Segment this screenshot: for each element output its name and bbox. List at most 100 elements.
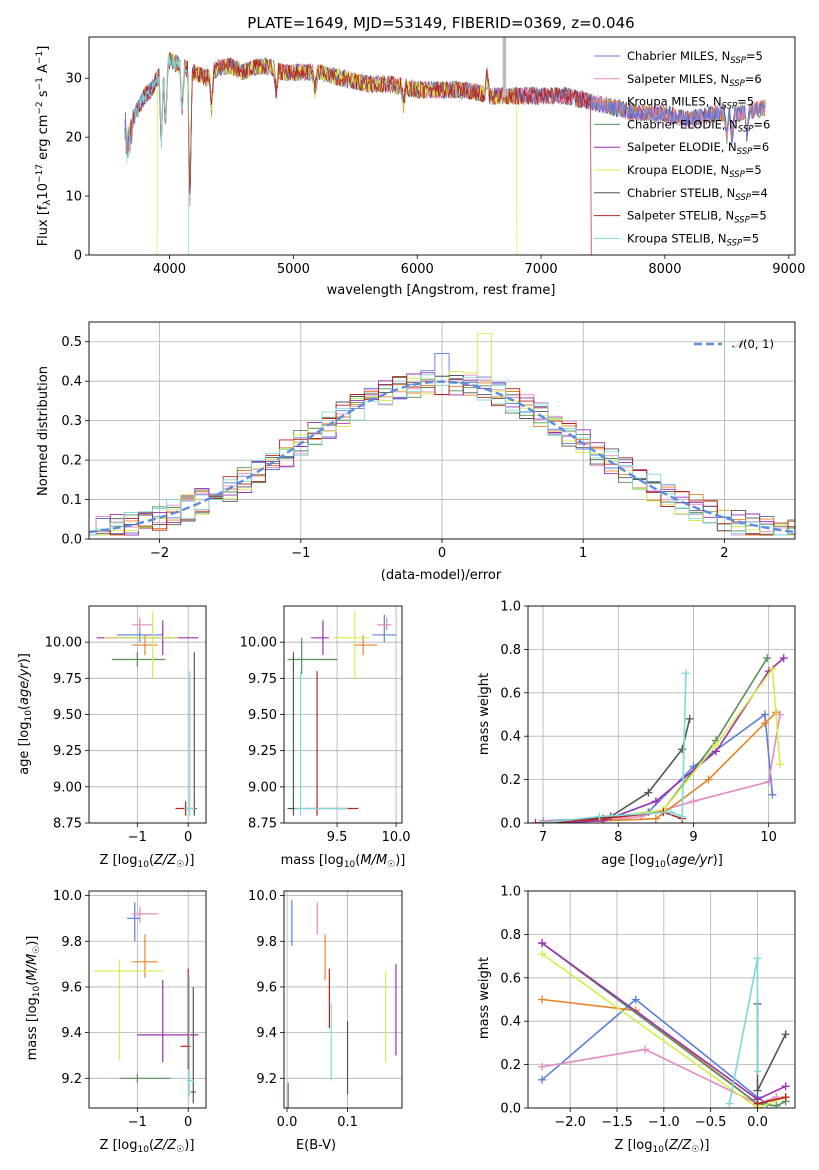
x-tick-label: 8000: [648, 262, 681, 277]
y-tick-label: 9.8: [61, 935, 82, 950]
axes-frame: [88, 890, 207, 1109]
errorbars: [96, 611, 199, 816]
y-tick-label: 8.75: [248, 817, 277, 832]
y-tick-label: 0.0: [500, 1102, 521, 1117]
weight-lines: [531, 654, 788, 823]
weight-line-salpeter-miles: [541, 1048, 777, 1105]
y-tick-label: 9.75: [53, 672, 82, 687]
weight-marker: [712, 740, 721, 749]
y-tick-label: 0.6: [500, 686, 521, 701]
weight-marker: [685, 714, 694, 723]
y-tick-label: 10.00: [45, 636, 82, 651]
y-tick-label: 9.00: [53, 780, 82, 795]
weight-marker: [781, 1082, 790, 1091]
weight-marker: [760, 719, 769, 728]
y-tick-label: 10.0: [248, 889, 277, 904]
y-tick-label: 8.75: [53, 817, 82, 832]
mE-xlabel: E(B-V): [296, 1138, 336, 1153]
x-tick-label: 2: [720, 546, 728, 561]
weight-line-kroupa-stelib: [542, 673, 687, 823]
x-tick-label: 10: [760, 830, 777, 845]
weight-marker: [631, 995, 640, 1004]
weight-line-salpeter-stelib: [542, 811, 683, 823]
figure-title: PLATE=1649, MJD=53149, FIBERID=0369, z=0…: [247, 14, 634, 32]
legend-label: Kroupa ELODIE, NSSP=5: [627, 163, 762, 180]
legend-label: Salpeter MILES, NSSP=6: [627, 72, 762, 89]
weight-marker: [768, 664, 777, 673]
y-tick-label: 9.4: [61, 1026, 82, 1041]
weight-line-salpeter-miles: [543, 714, 781, 822]
weight-marker: [753, 1099, 762, 1108]
y-tick-label: 10.0: [53, 889, 82, 904]
y-tick-label: 0.8: [500, 643, 521, 658]
x-tick-label: 6000: [401, 262, 434, 277]
weight-marker: [651, 814, 660, 823]
y-tick-label: 10.00: [240, 636, 277, 651]
weight-marker: [644, 788, 653, 797]
weight-marker: [531, 819, 540, 823]
age-vs-mass-panel: 9.5 10.0 8.75 9.00 9.25 9.50 9.75 10.00: [240, 605, 411, 845]
y-tick-label: 0.8: [500, 928, 521, 943]
ageM-xlabel: mass [log10(M/M☉)]: [281, 853, 406, 870]
y-tick-label: 0.2: [61, 454, 82, 469]
weight-marker: [539, 819, 548, 823]
weight-marker: [753, 954, 762, 963]
weight-line-chabrier-miles: [541, 998, 768, 1105]
y-tick-label: 9.50: [53, 708, 82, 723]
weight-line-kroupa-elodie: [541, 953, 786, 1108]
errorbars: [94, 902, 199, 1104]
weight-marker: [678, 745, 687, 754]
x-tick-label: 0.1: [337, 1115, 358, 1130]
x-tick-label: 7000: [525, 262, 558, 277]
y-tick-label: 9.6: [61, 980, 82, 995]
x-tick-label: 0: [184, 830, 192, 845]
ageZ-ylabel: age [log10(age/yr)]: [17, 653, 34, 775]
hist-salpeter-stelib: [89, 376, 795, 536]
weight-marker: [595, 812, 604, 821]
weight-marker: [666, 808, 675, 817]
axes-frame: [527, 890, 796, 1109]
y-tick-label: 9.25: [248, 744, 277, 759]
y-tick-label: 20: [65, 131, 82, 146]
legend-label: Chabrier ELODIE, NSSP=6: [627, 117, 770, 134]
x-tick-label: 0: [184, 1115, 192, 1130]
x-tick-label: 9.5: [327, 830, 348, 845]
mZ-xlabel: Z [log10(Z/Z☉)]: [100, 1138, 195, 1155]
y-tick-label: 9.75: [248, 672, 277, 687]
spectrum-line-kroupa-stelib: [126, 52, 189, 255]
x-tick-label: −1: [291, 546, 310, 561]
axes-frame: [283, 605, 403, 824]
x-tick-label: −1.0: [648, 1115, 680, 1130]
masked-line: [502, 37, 505, 97]
weight-vs-age-panel: 7 8 9 10 0.0 0.2 0.4 0.6 0.8 1.0: [500, 600, 796, 845]
ageZ-xlabel: Z [log10(Z/Z☉)]: [100, 853, 195, 870]
y-tick-label: 0.2: [500, 773, 521, 788]
axes-frame: [88, 605, 207, 824]
weight-line-chabrier-miles: [542, 713, 774, 822]
y-tick-label: 0.4: [61, 375, 82, 390]
spectrum-xlabel: wavelength [Angstrom, rest frame]: [327, 283, 556, 298]
errorbars: [287, 900, 397, 1108]
weight-marker: [763, 654, 772, 663]
spectrum-line-salpeter-stelib: [126, 52, 592, 255]
y-tick-label: 9.4: [256, 1026, 277, 1041]
weight-marker: [725, 1099, 734, 1108]
x-tick-label: 1: [579, 546, 587, 561]
weight-line-chabrier-stelib: [542, 718, 691, 823]
weight-marker: [651, 797, 660, 806]
x-tick-label: 7: [539, 830, 547, 845]
legend-label: Kroupa MILES, NSSP=5: [627, 95, 754, 112]
y-tick-label: 0.6: [500, 971, 521, 986]
hist-kroupa-stelib: [89, 374, 795, 536]
wZ-xlabel: Z [log10(Z/Z☉)]: [615, 1138, 710, 1155]
spectrum-panel: 4000 5000 6000 7000 8000 9000 0 10 20 30 Chabrier …: [65, 36, 805, 277]
spectrum-line-kroupa-elodie: [156, 52, 518, 255]
y-tick-label: 9.2: [256, 1072, 277, 1087]
x-tick-label: 4000: [153, 262, 186, 277]
mZ-ylabel: mass [log10(M/M☉)]: [25, 936, 42, 1061]
weight-marker: [768, 790, 777, 799]
legend-label: Salpeter ELODIE, NSSP=6: [627, 140, 769, 157]
axes-frame: [88, 36, 796, 256]
weight-marker: [753, 1067, 762, 1076]
x-tick-label: 10.0: [382, 830, 411, 845]
